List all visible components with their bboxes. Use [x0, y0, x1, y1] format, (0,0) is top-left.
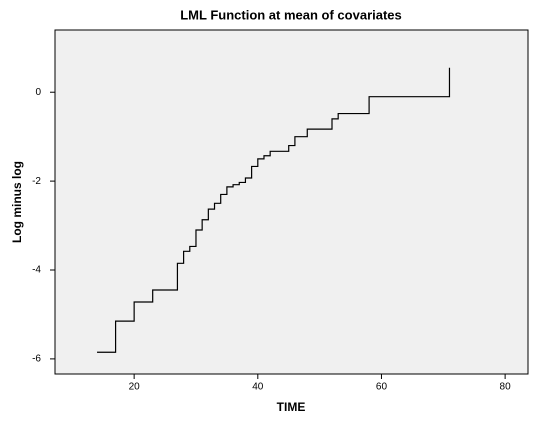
- chart-title: LML Function at mean of covariates: [180, 7, 402, 22]
- y-tick-label: 0: [35, 87, 41, 98]
- step-line: [97, 67, 451, 353]
- plot-area: [54, 29, 529, 375]
- x-axis-label: TIME: [277, 400, 306, 414]
- y-axis-label: Log minus log: [10, 161, 24, 243]
- y-tick-label: -6: [32, 354, 41, 365]
- y-tick-label: -4: [32, 265, 41, 276]
- x-tick-label: 60: [376, 382, 388, 393]
- x-tick-label: 20: [129, 382, 141, 393]
- x-tick-label: 40: [252, 382, 264, 393]
- y-tick-label: -2: [32, 176, 41, 187]
- x-tick-label: 80: [500, 382, 512, 393]
